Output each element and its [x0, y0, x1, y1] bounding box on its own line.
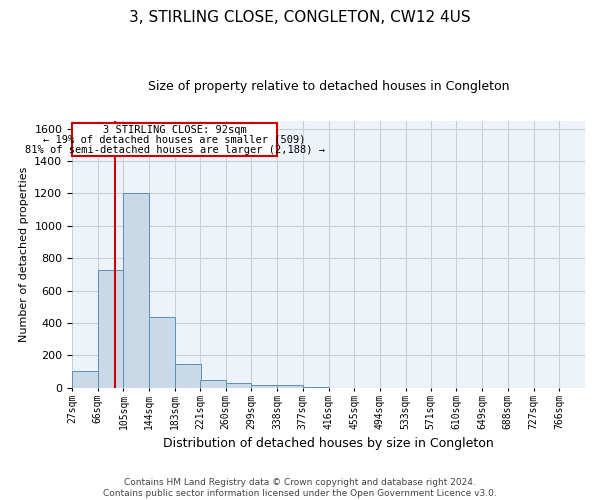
Bar	[251, 384, 277, 388]
Bar	[149, 316, 175, 388]
Bar	[124, 194, 149, 388]
X-axis label: Distribution of detached houses by size in Congleton: Distribution of detached houses by size …	[163, 437, 494, 450]
Text: ← 19% of detached houses are smaller (509): ← 19% of detached houses are smaller (50…	[43, 134, 306, 144]
Y-axis label: Number of detached properties: Number of detached properties	[19, 166, 29, 342]
Bar	[200, 380, 226, 388]
Text: 3 STIRLING CLOSE: 92sqm: 3 STIRLING CLOSE: 92sqm	[103, 124, 247, 134]
Text: Contains HM Land Registry data © Crown copyright and database right 2024.
Contai: Contains HM Land Registry data © Crown c…	[103, 478, 497, 498]
Text: 3, STIRLING CLOSE, CONGLETON, CW12 4US: 3, STIRLING CLOSE, CONGLETON, CW12 4US	[129, 10, 471, 25]
Title: Size of property relative to detached houses in Congleton: Size of property relative to detached ho…	[148, 80, 509, 93]
FancyBboxPatch shape	[72, 123, 277, 156]
Bar	[277, 386, 303, 388]
Bar	[303, 387, 329, 388]
Bar	[72, 371, 98, 388]
Bar	[226, 383, 251, 388]
Bar	[98, 270, 124, 388]
Bar	[175, 364, 200, 388]
Text: 81% of semi-detached houses are larger (2,188) →: 81% of semi-detached houses are larger (…	[25, 144, 325, 154]
